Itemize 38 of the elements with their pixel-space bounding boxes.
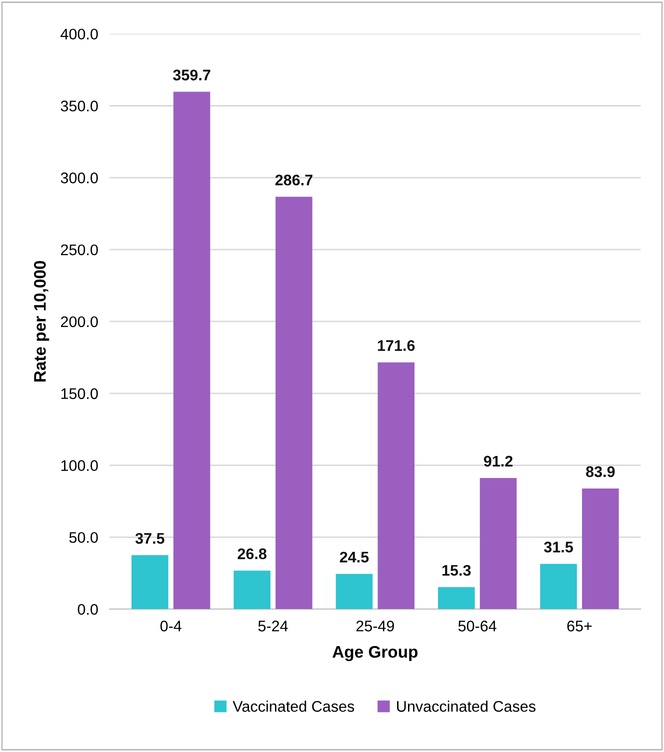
bar <box>132 555 168 610</box>
data-label: 83.9 <box>586 466 615 478</box>
y-tick-label: 300.0 <box>60 172 98 184</box>
y-axis-title: Rate per 10,000 <box>34 261 50 382</box>
legend-label: Unvaccinated Cases <box>397 700 536 712</box>
bar <box>173 92 210 610</box>
legend-label: Vaccinated Cases <box>232 700 354 712</box>
data-label: 24.5 <box>340 552 369 563</box>
x-axis-title: Age Group <box>332 646 418 662</box>
data-label: 171.6 <box>378 340 415 351</box>
y-tick-label: 250.0 <box>60 244 98 256</box>
bar <box>582 488 619 610</box>
bar <box>276 196 312 610</box>
y-tick-label: 100.0 <box>61 460 98 471</box>
y-tick-label: 0.0 <box>78 604 98 615</box>
y-tick-label: 350.0 <box>60 100 98 112</box>
data-label: 91.2 <box>484 456 513 467</box>
x-tick-label: 50-64 <box>458 620 496 632</box>
y-tick-label: 150.0 <box>61 388 98 400</box>
data-label: 37.5 <box>135 533 164 544</box>
y-tick-label: 400.0 <box>60 28 98 40</box>
bar <box>480 478 517 610</box>
x-tick-label: 5-24 <box>258 620 288 632</box>
bar <box>336 574 373 610</box>
data-label: 15.3 <box>442 564 471 576</box>
data-label: 31.5 <box>544 542 573 552</box>
bar <box>540 564 577 610</box>
data-label: 286.7 <box>275 174 312 186</box>
bar <box>378 362 414 610</box>
y-tick-label: 200.0 <box>60 316 98 328</box>
x-tick-label: 65+ <box>567 620 592 632</box>
x-tick-label: 0-4 <box>160 620 182 632</box>
x-tick-label: 25-49 <box>356 620 394 632</box>
bar <box>234 570 270 610</box>
y-tick-label: 50.0 <box>69 532 98 543</box>
data-label: 26.8 <box>238 548 266 560</box>
bar <box>438 587 475 610</box>
data-label: 359.7 <box>173 70 210 80</box>
